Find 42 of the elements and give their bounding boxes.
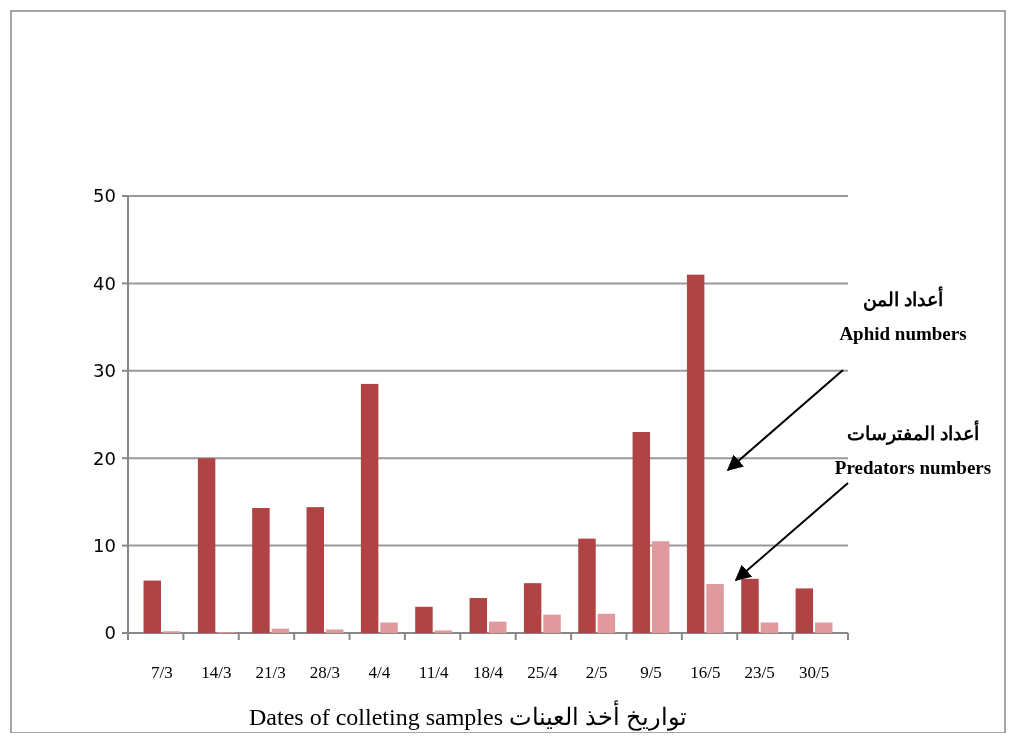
bar [795, 588, 814, 633]
x-tick-label: 18/4 [472, 663, 504, 682]
x-axis-title: Dates of colleting samples تواريخ أخذ العينات [249, 700, 687, 731]
bar [488, 621, 507, 633]
x-tick-label: 4/4 [368, 663, 391, 682]
bar [686, 274, 705, 633]
bar [380, 622, 398, 633]
x-tick-label: 7/3 [151, 663, 173, 682]
bar [415, 606, 433, 633]
x-tick-label: 23/5 [744, 663, 775, 682]
x-tick-label: 21/3 [255, 663, 286, 682]
bar [578, 538, 596, 633]
x-tick-label: 28/3 [309, 663, 341, 682]
bar [252, 508, 270, 633]
y-tick-label: 30 [93, 360, 116, 382]
x-tick-label: 11/4 [418, 663, 449, 682]
bar [760, 622, 779, 633]
x-tick-label: 25/4 [527, 663, 558, 682]
bar [741, 578, 759, 633]
x-tick-label: 16/5 [690, 663, 721, 682]
bar [597, 613, 616, 633]
bar [632, 431, 651, 633]
x-tick-label: 14/3 [201, 663, 232, 682]
bar [434, 630, 453, 633]
bar [543, 614, 561, 633]
bar [306, 507, 325, 633]
x-tick-label: 30/5 [798, 663, 830, 682]
bar [197, 458, 216, 633]
y-tick-label: 10 [93, 534, 116, 556]
bar [523, 583, 542, 633]
x-tick-label: 2/5 [585, 663, 608, 682]
y-tick-label: 20 [93, 447, 116, 469]
bar [143, 580, 161, 633]
bar [360, 383, 379, 633]
y-tick-label: 50 [93, 185, 116, 207]
y-tick-label: 40 [93, 272, 116, 294]
bar [469, 598, 488, 633]
bar [815, 622, 833, 633]
y-tick-label: 0 [104, 622, 116, 644]
bar [651, 541, 670, 633]
bar [706, 584, 724, 633]
x-tick-label: 9/5 [640, 663, 662, 682]
